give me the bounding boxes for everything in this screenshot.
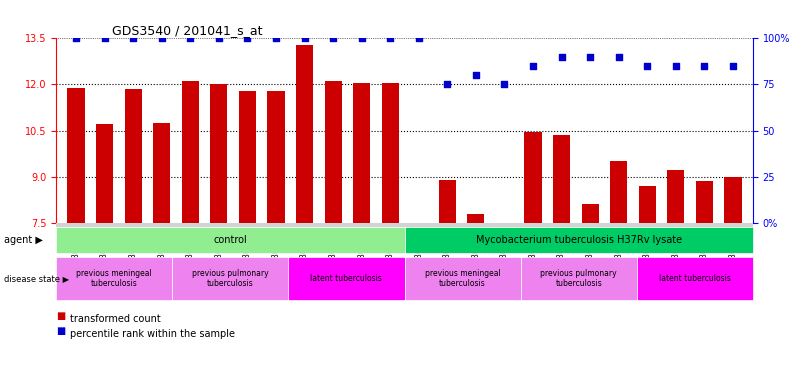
Bar <box>211 84 227 384</box>
Bar <box>582 204 598 384</box>
Bar <box>153 123 171 384</box>
Point <box>526 63 539 69</box>
Text: transformed count: transformed count <box>70 314 161 324</box>
Text: percentile rank within the sample: percentile rank within the sample <box>70 329 235 339</box>
Bar <box>553 135 570 384</box>
Point <box>641 63 654 69</box>
Point <box>184 35 197 41</box>
Point <box>99 35 111 41</box>
Text: Mycobacterium tuberculosis H37Rv lysate: Mycobacterium tuberculosis H37Rv lysate <box>476 235 682 245</box>
Point <box>498 81 511 88</box>
Bar <box>268 91 284 384</box>
Bar <box>638 186 656 384</box>
Point <box>584 54 597 60</box>
Text: previous meningeal
tuberculosis: previous meningeal tuberculosis <box>76 269 152 288</box>
Text: ■: ■ <box>56 311 66 321</box>
Bar <box>696 181 713 384</box>
Point <box>384 35 396 41</box>
Bar <box>439 180 456 384</box>
Bar <box>239 91 256 384</box>
Text: control: control <box>213 235 248 245</box>
Bar <box>667 170 684 384</box>
Point <box>441 81 453 88</box>
Bar <box>182 81 199 384</box>
Text: latent tuberculosis: latent tuberculosis <box>659 274 731 283</box>
Bar <box>353 83 370 384</box>
Text: previous meningeal
tuberculosis: previous meningeal tuberculosis <box>425 269 501 288</box>
Bar <box>296 45 313 384</box>
Point <box>212 35 225 41</box>
Point <box>727 63 739 69</box>
Bar <box>324 81 342 384</box>
Text: latent tuberculosis: latent tuberculosis <box>311 274 382 283</box>
Text: GDS3540 / 201041_s_at: GDS3540 / 201041_s_at <box>112 24 262 37</box>
Point <box>327 35 340 41</box>
Point <box>356 35 368 41</box>
Point <box>670 63 682 69</box>
Point <box>413 35 425 41</box>
Text: ■: ■ <box>56 326 66 336</box>
Point <box>469 72 482 78</box>
Point <box>70 35 83 41</box>
Bar <box>96 124 113 384</box>
Point <box>127 35 139 41</box>
Bar <box>610 161 627 384</box>
Text: previous pulmonary
tuberculosis: previous pulmonary tuberculosis <box>541 269 617 288</box>
Point <box>698 63 710 69</box>
Text: disease state ▶: disease state ▶ <box>4 274 69 283</box>
Bar <box>410 223 428 384</box>
Point <box>270 35 283 41</box>
Bar <box>724 177 742 384</box>
Bar <box>67 88 85 384</box>
Point <box>298 35 311 41</box>
Text: agent ▶: agent ▶ <box>4 235 43 245</box>
Point <box>555 54 568 60</box>
Bar <box>525 132 541 384</box>
Point <box>612 54 625 60</box>
Bar <box>125 89 142 384</box>
Bar <box>467 214 485 384</box>
Point <box>241 35 254 41</box>
Text: previous pulmonary
tuberculosis: previous pulmonary tuberculosis <box>192 269 268 288</box>
Bar <box>496 223 513 384</box>
Bar <box>381 83 399 384</box>
Point <box>155 35 168 41</box>
